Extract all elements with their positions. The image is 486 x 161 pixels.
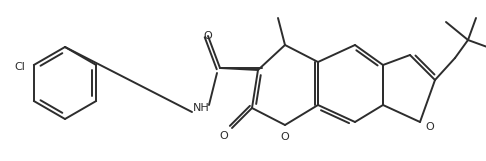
Text: O: O xyxy=(204,31,212,41)
Text: Cl: Cl xyxy=(15,62,25,72)
Text: NH: NH xyxy=(192,103,209,113)
Text: O: O xyxy=(280,132,289,142)
Text: O: O xyxy=(426,122,434,132)
Text: O: O xyxy=(220,131,228,141)
